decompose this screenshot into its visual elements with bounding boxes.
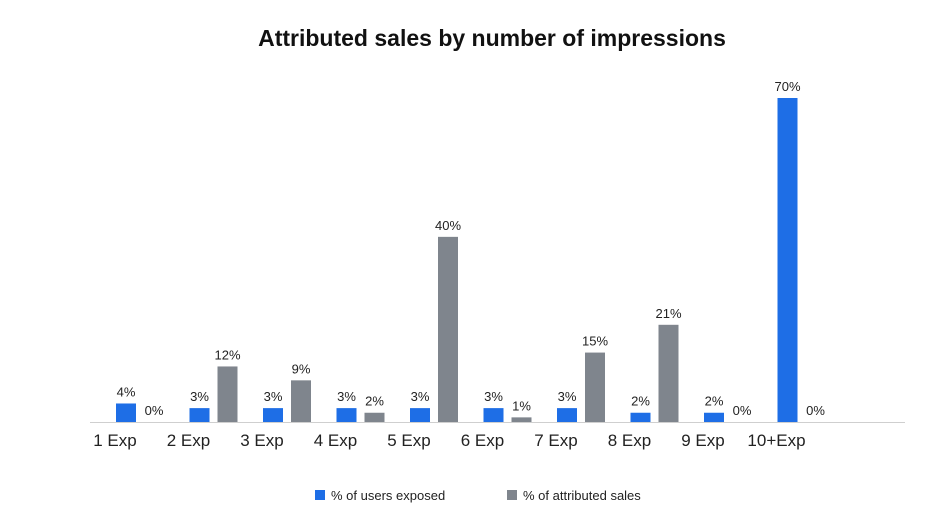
x-tick-label-9: 9 Exp: [681, 431, 724, 450]
bar-users-exposed-4: [336, 408, 357, 422]
bar-users-exposed-10: [777, 98, 798, 422]
data-label-users-exposed-1: 4%: [117, 384, 136, 399]
data-label-attributed-sales-9: 0%: [733, 403, 752, 418]
x-tick-label-2: 2 Exp: [167, 431, 210, 450]
x-tick-label-10: 10+Exp: [747, 431, 805, 450]
bar-users-exposed-9: [704, 412, 724, 422]
bar-attributed-sales-2: [217, 366, 238, 422]
bar-attributed-sales-6: [511, 417, 532, 422]
bar-attributed-sales-8: [658, 324, 679, 422]
bar-users-exposed-1: [116, 403, 136, 422]
x-tick-label-8: 8 Exp: [608, 431, 651, 450]
data-label-users-exposed-9: 2%: [705, 394, 724, 409]
legend: % of users exposed % of attributed sales: [315, 488, 641, 503]
data-label-users-exposed-2: 3%: [190, 389, 209, 404]
data-label-attributed-sales-4: 2%: [365, 394, 384, 409]
bar-attributed-sales-4: [364, 412, 385, 422]
data-label-attributed-sales-1: 0%: [145, 403, 164, 418]
data-label-users-exposed-10: 70%: [774, 79, 800, 94]
data-label-users-exposed-7: 3%: [558, 389, 577, 404]
data-label-attributed-sales-3: 9%: [292, 361, 311, 376]
bar-attributed-sales-5: [438, 236, 458, 422]
bar-users-exposed-7: [557, 408, 577, 422]
chart-title: Attributed sales by number of impression…: [258, 25, 726, 51]
x-tick-label-3: 3 Exp: [240, 431, 283, 450]
bar-users-exposed-5: [410, 408, 430, 422]
bars-group: [116, 98, 798, 422]
data-label-users-exposed-4: 3%: [337, 389, 356, 404]
bar-users-exposed-3: [263, 408, 283, 422]
x-tick-labels-group: 1 Exp 2 Exp 3 Exp 4 Exp 5 Exp 6 Exp 7 Exp 8 Exp…: [93, 431, 805, 450]
x-tick-label-6: 6 Exp: [461, 431, 504, 450]
bar-users-exposed-6: [483, 408, 504, 422]
legend-swatch-attributed-sales: [507, 490, 517, 500]
data-label-attributed-sales-8: 21%: [655, 306, 681, 321]
data-label-users-exposed-8: 2%: [631, 394, 650, 409]
x-tick-label-7: 7 Exp: [534, 431, 577, 450]
legend-swatch-users-exposed: [315, 490, 325, 500]
data-label-attributed-sales-2: 12%: [214, 347, 240, 362]
data-label-attributed-sales-7: 15%: [582, 334, 608, 349]
data-label-users-exposed-6: 3%: [484, 389, 503, 404]
bar-attributed-sales-3: [291, 380, 311, 422]
data-label-attributed-sales-5: 40%: [435, 218, 461, 233]
bar-attributed-sales-7: [585, 352, 605, 422]
data-label-users-exposed-3: 3%: [264, 389, 283, 404]
data-label-users-exposed-5: 3%: [411, 389, 430, 404]
legend-label-users-exposed: % of users exposed: [331, 488, 445, 503]
bar-users-exposed-8: [630, 412, 651, 422]
value-labels-group: 4% 0% 3% 12% 3% 9% 3% 2% 3% 40% 3% 1% 3% 15% 2% 21% 2% 0%…: [117, 79, 826, 418]
x-tick-label-1: 1 Exp: [93, 431, 136, 450]
data-label-attributed-sales-10: 0%: [806, 403, 825, 418]
bar-users-exposed-2: [189, 408, 210, 422]
x-tick-label-4: 4 Exp: [314, 431, 357, 450]
data-label-attributed-sales-6: 1%: [512, 398, 531, 413]
x-tick-label-5: 5 Exp: [387, 431, 430, 450]
legend-label-attributed-sales: % of attributed sales: [523, 488, 641, 503]
